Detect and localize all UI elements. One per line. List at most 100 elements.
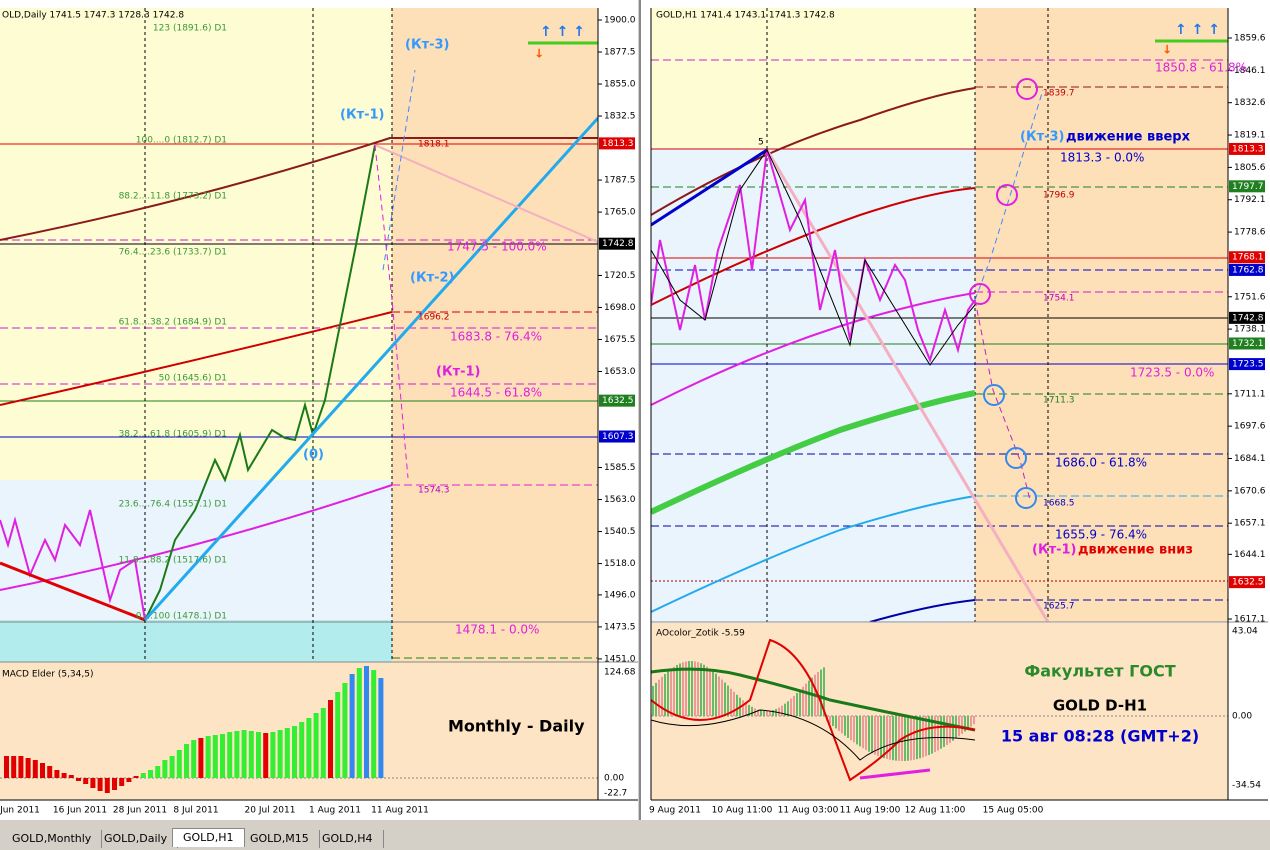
indicator-bar [778, 707, 780, 716]
indicator-bar [880, 716, 882, 758]
annotation: 1683.8 - 76.4% [450, 330, 542, 344]
price-tick: 1859.6 [1234, 34, 1266, 44]
price-box-label: 1742.8 [602, 239, 634, 249]
indicator-bar [766, 710, 768, 716]
tab[interactable]: GOLD,Monthly [2, 830, 103, 848]
indicator-bar [664, 674, 666, 716]
indicator-bar [748, 704, 750, 716]
annotation: 1723.5 - 0.0% [1130, 366, 1214, 380]
indicator-bar [184, 744, 189, 778]
annotation: движение вниз [1078, 543, 1193, 558]
indicator-bar [90, 778, 96, 788]
level-label: 1696.2 [418, 313, 450, 323]
indicator-bar [769, 710, 771, 716]
indicator-bar [922, 716, 924, 758]
annotation: 1686.0 - 61.8% [1055, 456, 1147, 470]
indicator-bar [928, 716, 930, 756]
caption: GOLD D-H1 [1053, 697, 1147, 715]
indicator-bar [140, 773, 146, 778]
indicator-tick: 0.00 [604, 774, 624, 784]
indicator-bar [787, 701, 789, 716]
annotation: движение вверх [1066, 130, 1191, 145]
level-label: 1668.5 [1043, 499, 1075, 509]
indicator-bar [68, 775, 74, 778]
indicator-bar [835, 716, 837, 729]
chart-header: OLD,Daily 1741.5 1747.3 1728.3 1742.8 [2, 11, 184, 21]
indicator-bar [328, 700, 333, 778]
indicator-bar [772, 709, 774, 716]
indicator-bar [829, 716, 831, 724]
price-box [1229, 311, 1265, 324]
tab[interactable]: GOLD,M15 [240, 830, 320, 848]
date-label: 10 Aug 11:00 [712, 806, 773, 816]
indicator-bar [119, 778, 125, 786]
price-box-label: 1813.3 [1232, 144, 1264, 154]
indicator-bar [682, 662, 684, 716]
indicator-bar [335, 692, 341, 778]
indicator-bar [898, 716, 900, 761]
right-main-plot: ↑ ↑ ↑ ↓ [651, 8, 1228, 622]
annotation: (Кт-3) [405, 38, 449, 53]
indicator-bar [205, 736, 211, 778]
indicator-bar [889, 716, 891, 760]
price-tick: 1805.6 [1234, 163, 1266, 173]
indicator-tick: -34.54 [1232, 781, 1261, 791]
date-label: 28 Jun 2011 [113, 806, 167, 816]
indicator-bar [943, 716, 945, 747]
indicator-bar [299, 722, 305, 778]
indicator-bar [679, 663, 681, 716]
indicator-bar [673, 666, 675, 716]
level-label: 1839.7 [1043, 89, 1075, 99]
tab-active[interactable]: GOLD,H1 [172, 828, 245, 847]
indicator-bar [176, 750, 182, 778]
fib-label: 50 (1645.6) D1 [159, 374, 227, 384]
indicator-bar [799, 689, 801, 716]
indicator-bar [760, 710, 762, 716]
annotation: (Кт-1) [436, 365, 480, 380]
indicator-bar [104, 778, 110, 793]
indicator-bar [313, 713, 319, 778]
indicator-bar [838, 716, 840, 731]
indicator-bar [970, 716, 972, 727]
indicator-bar [733, 691, 735, 716]
indicator-bar [148, 770, 153, 778]
svg-text:↑ ↑ ↑: ↑ ↑ ↑ [1175, 22, 1220, 38]
indicator-bar [745, 702, 747, 716]
indicator-bar [655, 682, 657, 716]
indicator-bar [356, 668, 362, 778]
indicator-bar [781, 705, 783, 716]
indicator-bar [133, 776, 139, 778]
indicator-tick: 0.00 [1232, 712, 1252, 722]
indicator-bar [155, 766, 161, 778]
left-macd-bars [4, 666, 384, 793]
indicator-bar [946, 716, 948, 745]
svg-text:↓: ↓ [534, 47, 544, 61]
indicator-bar [248, 731, 254, 778]
indicator-header: MACD Elder (5,34,5) [2, 670, 94, 680]
price-tick: 1711.1 [1234, 389, 1266, 399]
indicator-bar [904, 716, 906, 761]
tab[interactable]: GOLD,H4 [312, 830, 384, 848]
indicator-bar [853, 716, 855, 743]
indicator-bar [808, 680, 810, 716]
date-label: 12 Aug 11:00 [905, 806, 966, 816]
annotation: (Кт-2) [410, 271, 454, 286]
price-tick: 1473.5 [604, 622, 636, 632]
price-box-label: 1813.3 [602, 139, 634, 149]
price-tick: 1518.0 [604, 559, 636, 569]
indicator-bar [868, 716, 870, 752]
level-label: 1625.7 [1043, 602, 1075, 612]
price-tick: 1540.5 [604, 527, 636, 537]
price-tick: 1832.5 [604, 112, 636, 122]
level-label: 1574.3 [418, 486, 450, 496]
indicator-bar [700, 663, 702, 716]
annotation: 1813.3 - 0.0% [1060, 151, 1144, 165]
tab[interactable]: GOLD,Daily [94, 830, 179, 848]
indicator-bar [718, 676, 720, 716]
indicator-bar [913, 716, 915, 760]
price-tick: 1765.0 [604, 208, 636, 218]
price-tick: 1563.0 [604, 495, 636, 505]
indicator-bar [342, 683, 348, 778]
indicator-bar [952, 716, 954, 741]
price-box-label: 1762.8 [1232, 265, 1264, 275]
